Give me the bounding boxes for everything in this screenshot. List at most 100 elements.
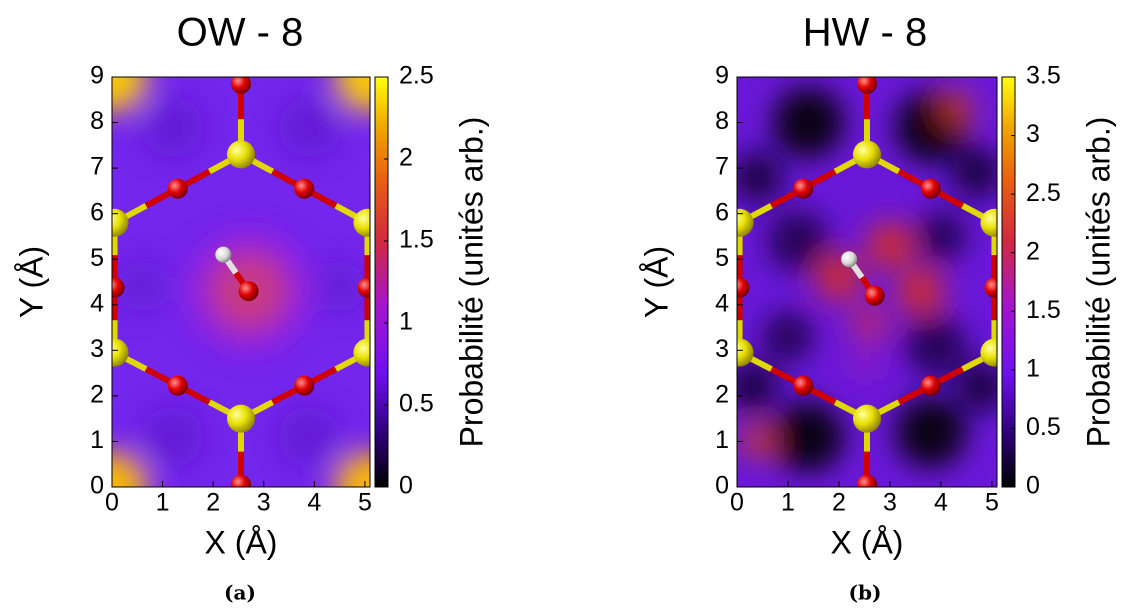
structure <box>737 77 997 487</box>
panel: 0 1 2 3 4 5012345678900.511.522.533.5Probabil… <box>638 11 1116 605</box>
caption: (a) <box>224 581 256 605</box>
si-atom <box>112 338 129 367</box>
y-tick-label: 8 <box>90 107 104 135</box>
density-blob <box>762 311 814 363</box>
density-blob <box>772 86 845 159</box>
colorbar-tick-label: 0.5 <box>1026 413 1061 441</box>
plot-frame <box>736 76 998 488</box>
si-atom <box>980 338 997 367</box>
panel: 0 1 2 3 4 5012345678900.511.522.5Probabilité … <box>13 11 489 605</box>
y-tick-label: 6 <box>90 198 104 226</box>
y-axis-label: Y (Å) <box>13 246 49 318</box>
y-tick-label: 2 <box>90 380 104 408</box>
o-atom <box>857 474 877 487</box>
colorbar <box>1001 76 1016 488</box>
density-blob <box>112 451 148 487</box>
caption: (b) <box>849 581 882 605</box>
y-tick-label: 5 <box>90 244 104 272</box>
density-blob <box>334 77 370 113</box>
x-tick-label: 2 <box>832 489 846 517</box>
o-atom <box>793 178 814 199</box>
si-atom <box>227 404 255 433</box>
density-blob <box>938 91 975 127</box>
y-tick-label: 1 <box>90 426 104 454</box>
y-tick-label: 0 <box>715 472 729 500</box>
heatmap <box>112 77 370 487</box>
density-blob <box>334 451 370 487</box>
y-tick-label: 4 <box>90 289 104 317</box>
x-axis-label: X (Å) <box>831 524 904 560</box>
o-atom <box>167 375 188 396</box>
y-tick-label: 4 <box>715 289 729 317</box>
x-tick-label: 0 <box>730 489 744 517</box>
si-atom <box>227 140 255 169</box>
colorbar-tick-label: 3.5 <box>1026 62 1061 90</box>
h-atom <box>215 246 232 263</box>
x-tick-label: 4 <box>934 489 948 517</box>
si-atom <box>353 208 370 237</box>
y-tick-label: 8 <box>715 107 729 135</box>
density-blob <box>737 151 783 203</box>
x-tick-label: 5 <box>358 489 372 517</box>
colorbar-tick-label: 2.5 <box>1026 179 1061 207</box>
x-tick-label: 3 <box>257 489 271 517</box>
colorbar-label: Probabilité (unités arb.) <box>453 117 489 448</box>
density-blob <box>895 396 967 469</box>
si-atom <box>853 404 881 433</box>
o-atom <box>167 178 188 199</box>
density <box>737 86 997 473</box>
y-tick-label: 3 <box>90 335 104 363</box>
density-blob <box>278 406 340 468</box>
si-atom <box>853 140 881 169</box>
si-atom <box>353 338 370 367</box>
o-atom <box>864 285 885 306</box>
y-tick-label: 9 <box>715 62 729 90</box>
y-tick-label: 7 <box>90 153 104 181</box>
density-blob <box>867 222 913 269</box>
x-tick-label: 0 <box>105 489 119 517</box>
density-blob <box>951 147 997 199</box>
y-tick-label: 0 <box>90 472 104 500</box>
si-atom <box>980 208 997 237</box>
density-blob <box>905 315 967 377</box>
x-tick-label: 3 <box>883 489 897 517</box>
colorbar-tick-label: 1 <box>1026 354 1040 382</box>
density-blob <box>142 406 204 468</box>
colorbar-tick-label: 2 <box>1026 237 1040 265</box>
h-atom <box>841 251 858 268</box>
colorbar <box>374 76 389 488</box>
y-tick-label: 6 <box>715 198 729 226</box>
chart-title: OW - 8 <box>177 11 304 55</box>
x-tick-label: 1 <box>156 489 170 517</box>
density-blob <box>112 77 148 113</box>
density-blob <box>117 261 168 312</box>
colorbar-tick-label: 2 <box>399 144 413 172</box>
y-axis-label: Y (Å) <box>638 246 674 318</box>
structure <box>112 77 370 487</box>
o-atom <box>231 474 251 487</box>
heatmap <box>737 77 997 487</box>
o-atom <box>357 277 370 298</box>
colorbar-tick-label: 2.5 <box>399 62 434 90</box>
si-atom <box>737 208 754 237</box>
colorbar-tick-label: 0 <box>399 472 413 500</box>
x-tick-label: 4 <box>307 489 321 517</box>
o-atom <box>238 281 259 302</box>
y-tick-label: 3 <box>715 335 729 363</box>
density-blob <box>849 302 890 344</box>
colorbar-tick-label: 0 <box>1026 472 1040 500</box>
o-atom <box>294 178 315 199</box>
x-tick-label: 1 <box>781 489 795 517</box>
o-atom <box>920 178 941 199</box>
colorbar-tick-label: 1.5 <box>1026 296 1061 324</box>
density-blob <box>739 423 776 460</box>
colorbar-tick-label: 1 <box>399 308 413 336</box>
density-blob <box>314 261 365 312</box>
colorbar-tick-label: 3 <box>1026 120 1040 148</box>
y-tick-label: 1 <box>715 426 729 454</box>
o-atom <box>920 375 941 396</box>
o-atom <box>294 375 315 396</box>
o-atom <box>231 77 251 94</box>
colorbar-tick-label: 0.5 <box>399 390 434 418</box>
density-blob <box>767 210 829 272</box>
